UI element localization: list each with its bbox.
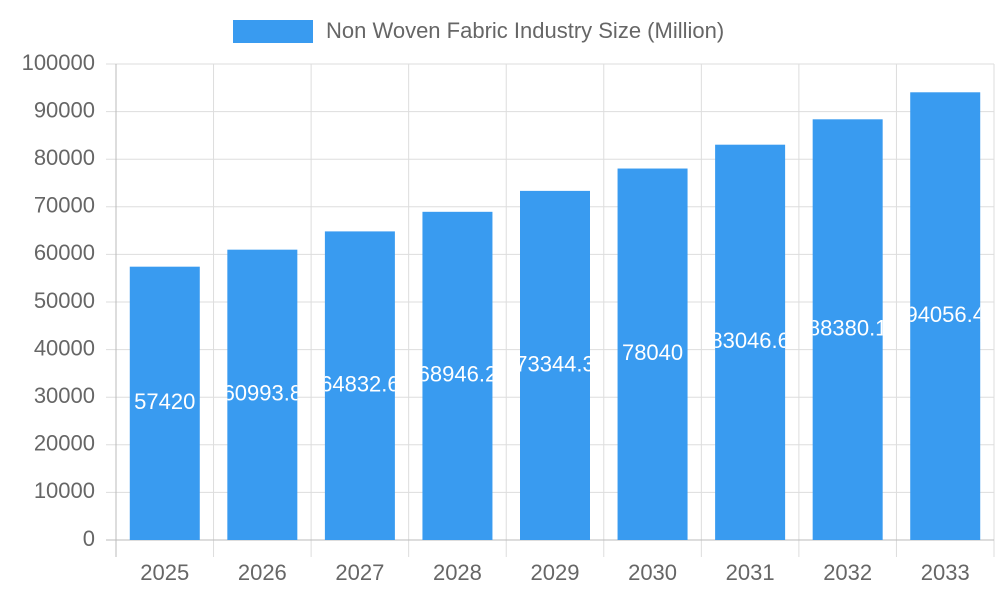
legend-swatch — [233, 20, 313, 43]
x-tick-label: 2032 — [823, 560, 872, 585]
bar — [715, 144, 786, 540]
y-tick-label: 90000 — [34, 97, 95, 122]
x-tick-label: 2029 — [531, 560, 580, 585]
value-label: 64832.6 — [320, 372, 400, 397]
y-tick-label: 30000 — [34, 383, 95, 408]
value-label: 94056.4 — [905, 302, 985, 327]
value-label: 83046.6 — [710, 328, 790, 353]
bar — [910, 92, 981, 540]
x-tick-label: 2031 — [726, 560, 775, 585]
y-tick-label: 20000 — [34, 431, 95, 456]
bar — [129, 266, 200, 540]
value-label: 60993.8 — [223, 381, 303, 406]
x-tick-label: 2030 — [628, 560, 677, 585]
y-tick-label: 50000 — [34, 288, 95, 313]
y-tick-label: 70000 — [34, 193, 95, 218]
value-label: 78040 — [622, 340, 683, 365]
y-tick-label: 40000 — [34, 335, 95, 360]
value-label: 88380.1 — [808, 315, 888, 340]
value-label: 68946.2 — [418, 362, 498, 387]
x-tick-label: 2025 — [140, 560, 189, 585]
x-tick-label: 2027 — [335, 560, 384, 585]
bar — [617, 168, 688, 540]
value-label: 73344.3 — [515, 351, 595, 376]
y-tick-label: 100000 — [22, 50, 95, 75]
bar — [227, 249, 298, 541]
value-label: 57420 — [134, 389, 195, 414]
legend-label: Non Woven Fabric Industry Size (Million) — [326, 18, 724, 43]
bar — [324, 231, 395, 540]
y-tick-label: 0 — [83, 526, 95, 551]
x-tick-label: 2026 — [238, 560, 287, 585]
bar — [520, 190, 590, 540]
x-tick-label: 2028 — [433, 560, 482, 585]
bar — [422, 211, 493, 540]
bar — [812, 119, 883, 540]
y-tick-label: 60000 — [34, 240, 95, 265]
y-tick-label: 10000 — [34, 478, 95, 503]
x-tick-label: 2033 — [921, 560, 970, 585]
y-tick-label: 80000 — [34, 145, 95, 170]
